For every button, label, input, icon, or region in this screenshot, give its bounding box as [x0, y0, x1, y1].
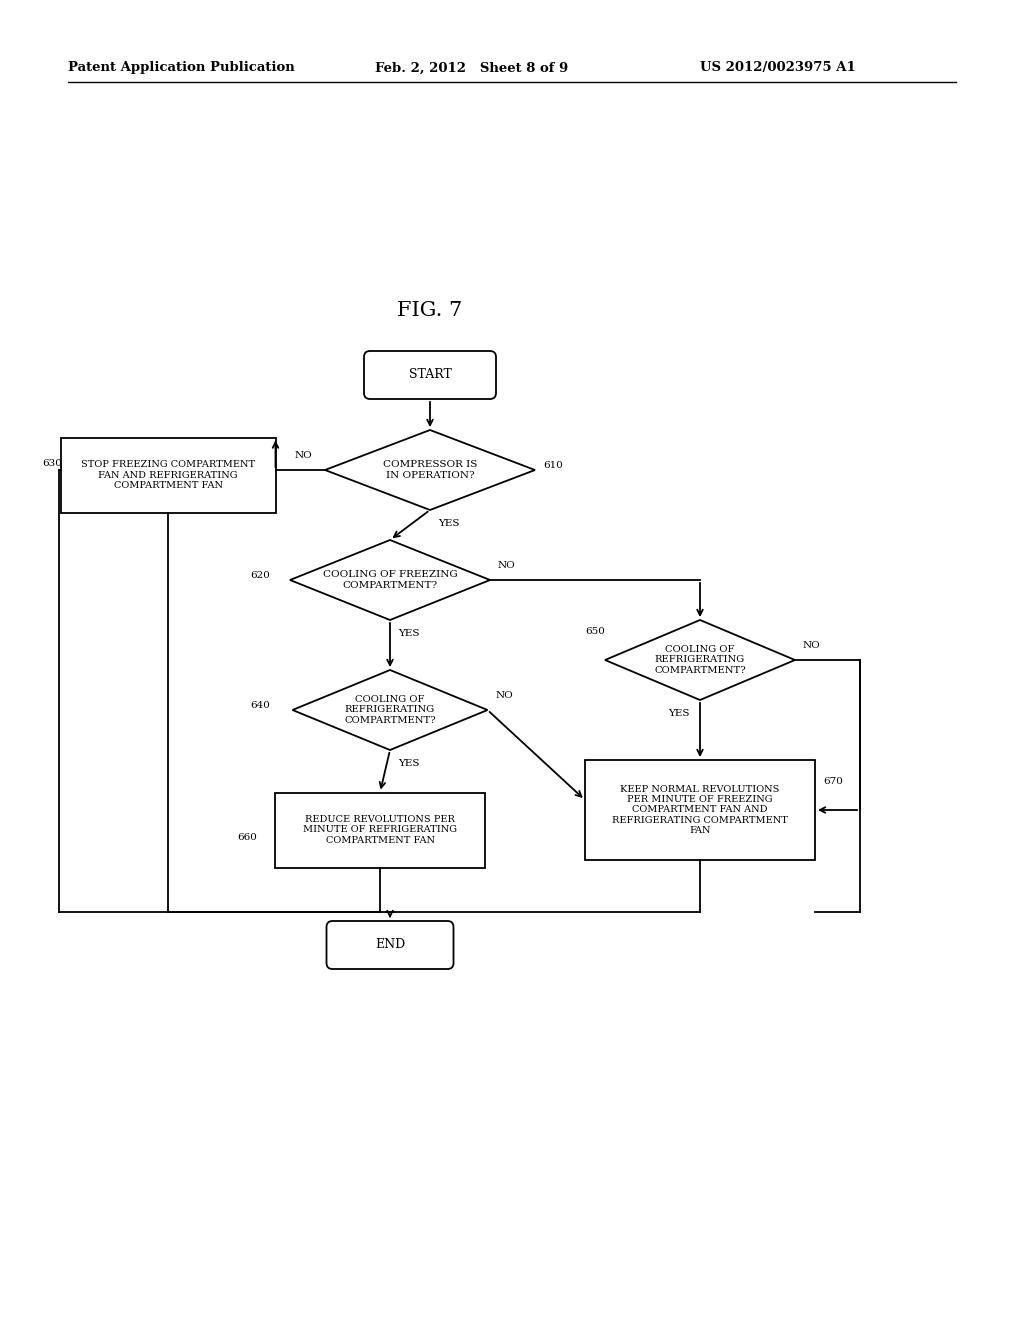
Polygon shape: [325, 430, 535, 510]
Text: COMPRESSOR IS
IN OPERATION?: COMPRESSOR IS IN OPERATION?: [383, 461, 477, 479]
Text: 640: 640: [251, 701, 270, 710]
FancyBboxPatch shape: [364, 351, 496, 399]
Bar: [585, 760, 815, 861]
Text: NO: NO: [295, 451, 312, 461]
Text: 670: 670: [823, 777, 843, 787]
Text: 630: 630: [43, 458, 62, 467]
Text: 620: 620: [250, 570, 270, 579]
Text: 660: 660: [237, 833, 257, 842]
Text: NO: NO: [498, 561, 516, 570]
Text: NO: NO: [803, 642, 821, 651]
Text: YES: YES: [398, 759, 420, 768]
FancyBboxPatch shape: [327, 921, 454, 969]
Text: 610: 610: [543, 461, 563, 470]
Text: COOLING OF
REFRIGERATING
COMPARTMENT?: COOLING OF REFRIGERATING COMPARTMENT?: [654, 645, 745, 675]
Text: COOLING OF FREEZING
COMPARTMENT?: COOLING OF FREEZING COMPARTMENT?: [323, 570, 458, 590]
Bar: [60, 437, 275, 512]
Polygon shape: [293, 671, 487, 750]
Text: END: END: [375, 939, 406, 952]
Text: Feb. 2, 2012   Sheet 8 of 9: Feb. 2, 2012 Sheet 8 of 9: [375, 62, 568, 74]
Text: START: START: [409, 368, 452, 381]
Polygon shape: [605, 620, 795, 700]
Text: YES: YES: [668, 710, 689, 718]
Text: REDUCE REVOLUTIONS PER
MINUTE OF REFRIGERATING
COMPARTMENT FAN: REDUCE REVOLUTIONS PER MINUTE OF REFRIGE…: [303, 814, 457, 845]
Text: Patent Application Publication: Patent Application Publication: [68, 62, 295, 74]
Text: KEEP NORMAL REVOLUTIONS
PER MINUTE OF FREEZING
COMPARTMENT FAN AND
REFRIGERATING: KEEP NORMAL REVOLUTIONS PER MINUTE OF FR…: [612, 784, 787, 836]
Text: YES: YES: [398, 630, 420, 639]
Text: NO: NO: [496, 692, 513, 701]
Bar: [275, 792, 485, 867]
Text: 650: 650: [585, 627, 605, 636]
Text: STOP FREEZING COMPARTMENT
FAN AND REFRIGERATING
COMPARTMENT FAN: STOP FREEZING COMPARTMENT FAN AND REFRIG…: [81, 461, 255, 490]
Text: FIG. 7: FIG. 7: [397, 301, 463, 319]
Text: COOLING OF
REFRIGERATING
COMPARTMENT?: COOLING OF REFRIGERATING COMPARTMENT?: [344, 696, 436, 725]
Text: US 2012/0023975 A1: US 2012/0023975 A1: [700, 62, 856, 74]
Text: YES: YES: [438, 520, 460, 528]
Polygon shape: [290, 540, 490, 620]
